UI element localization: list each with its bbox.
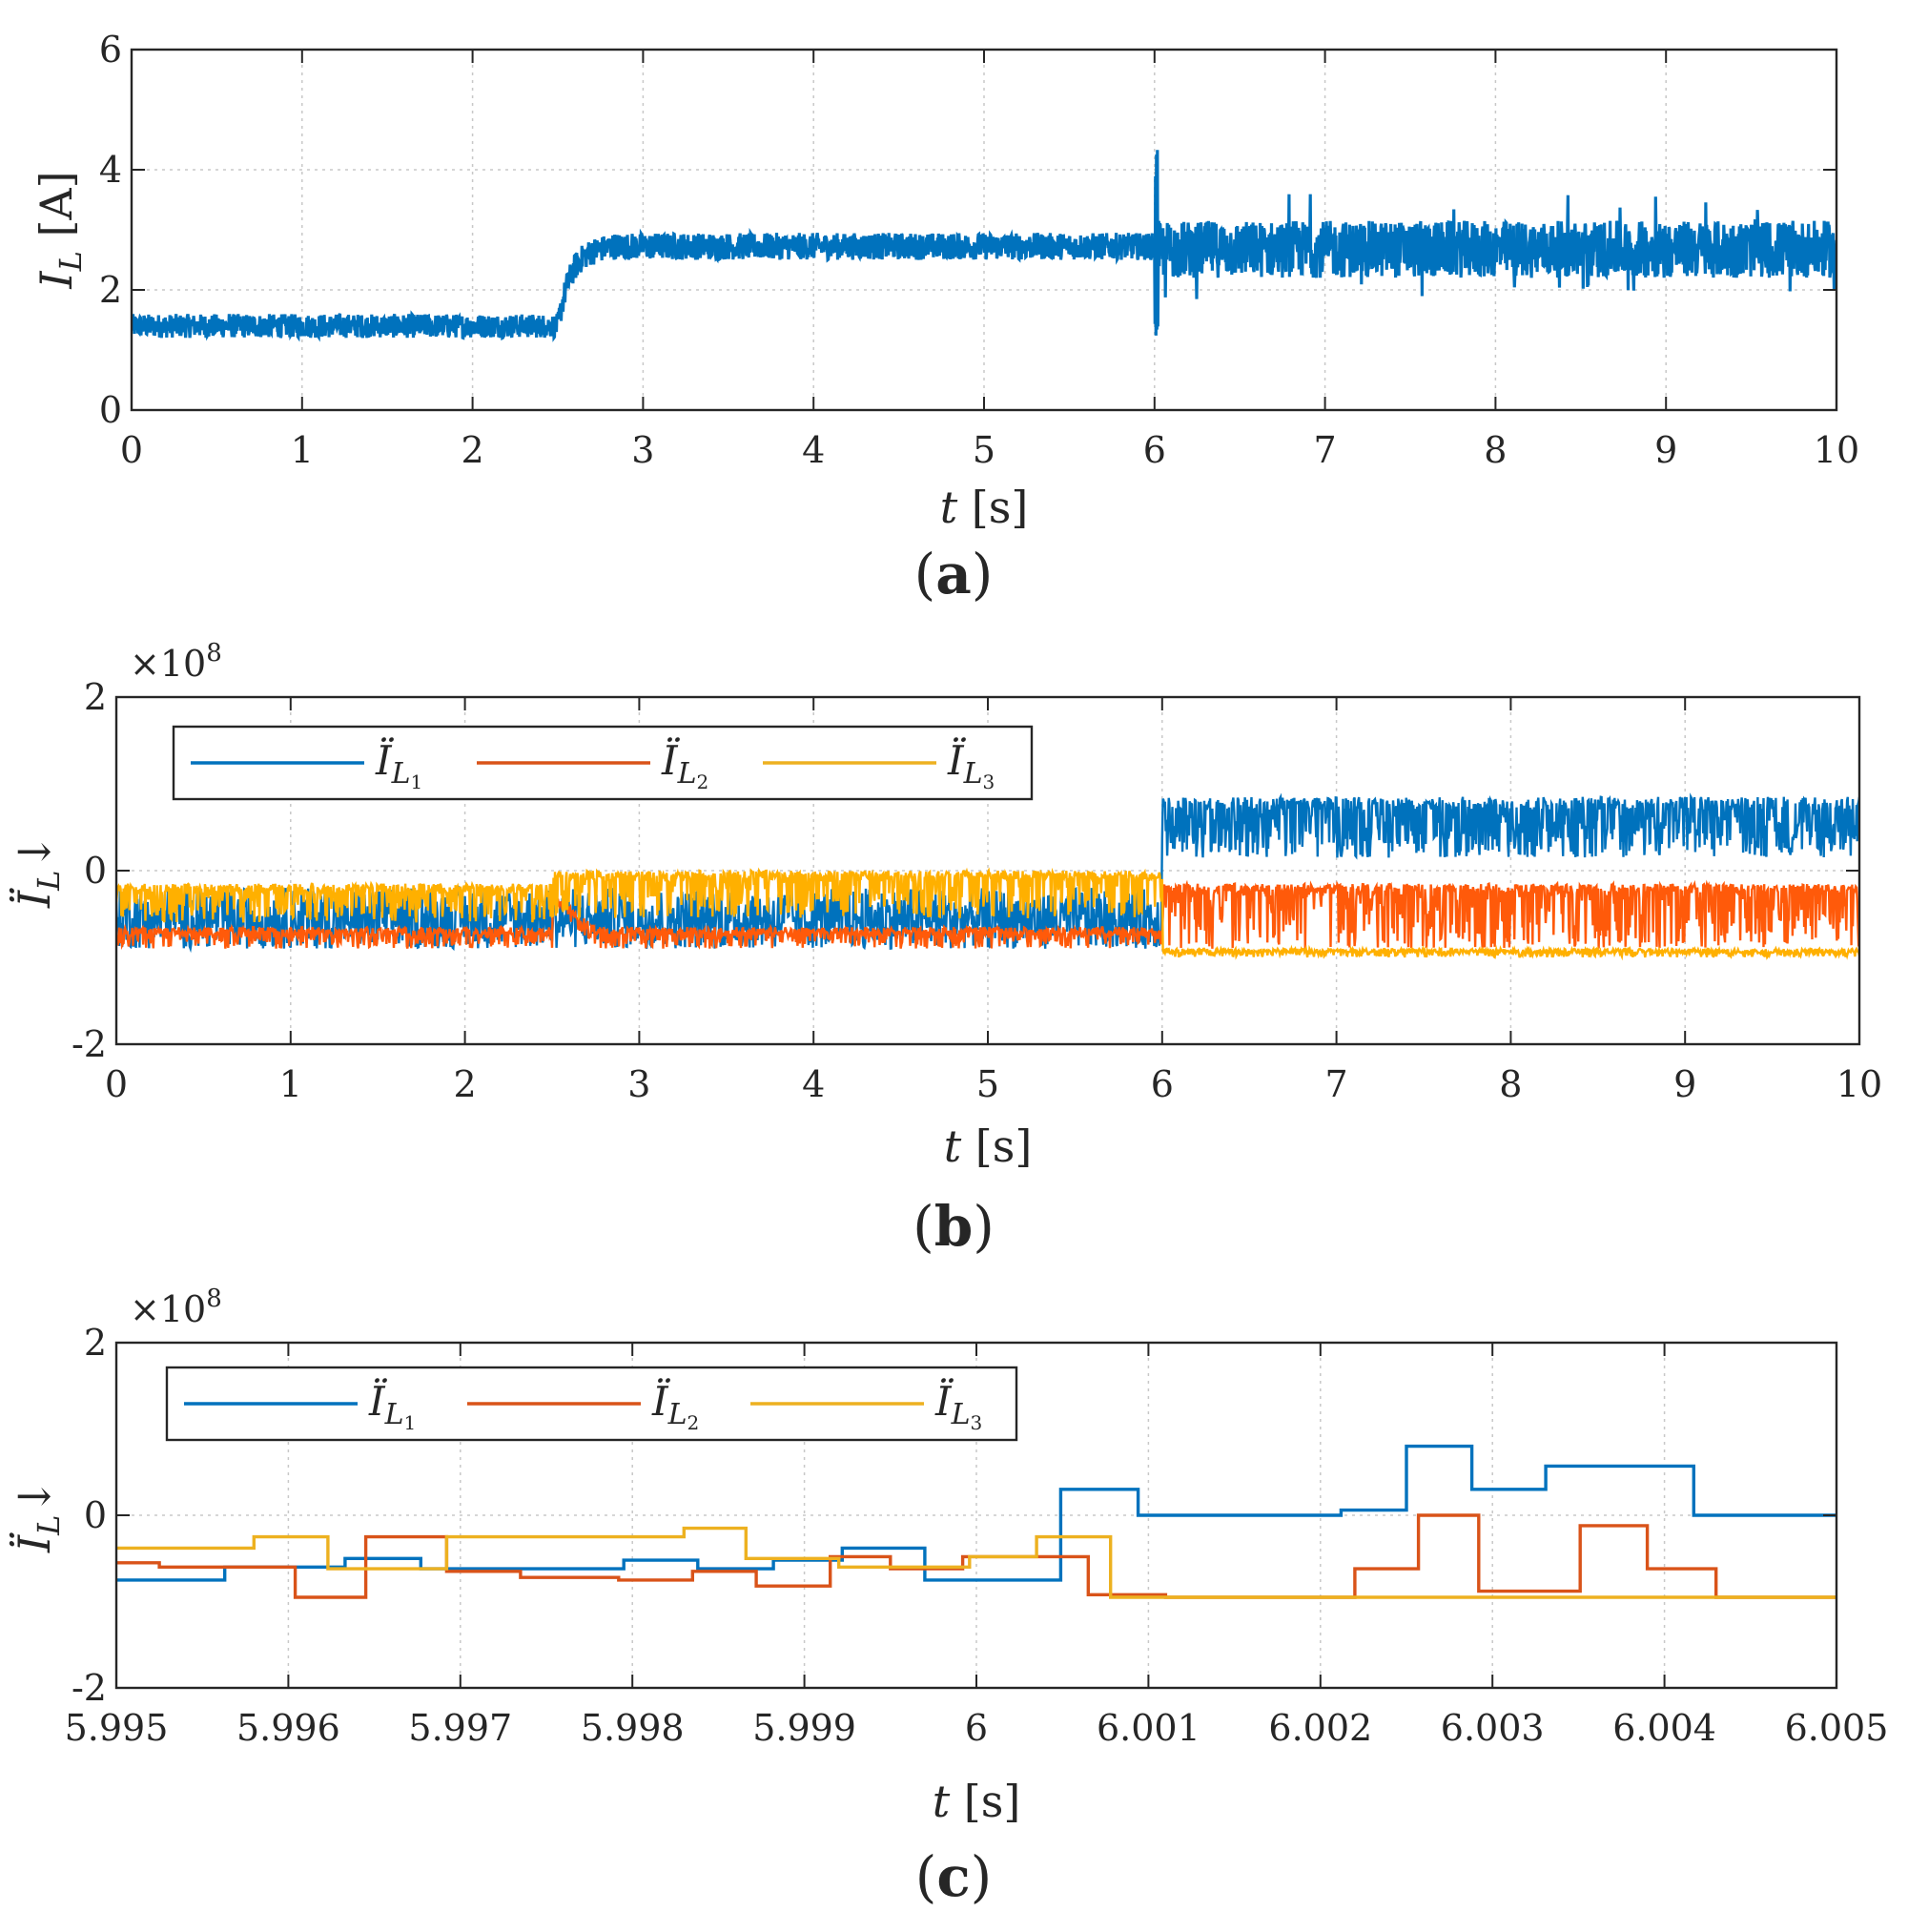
x-tick-label: 6.004 — [1612, 1707, 1716, 1749]
legend-label-IL1: ÏL1 — [368, 1377, 416, 1434]
series-IL3 — [116, 1526, 1836, 1599]
panel-a: 0 1 2 3 4 5 6 7 8 9 10 0 2 4 6 t [s] IL [A] (a) — [31, 29, 1859, 606]
x-tick-label: 7 — [1314, 429, 1337, 471]
panel-c: 5.995 5.996 5.997 5.998 5.999 6 6.001 6.002 6.00… — [9, 1285, 1888, 1909]
legend-label-IL1: ÏL1 — [375, 736, 422, 793]
y-multiplier: ×108 — [130, 1285, 222, 1330]
x-tick-label: 4 — [802, 1063, 825, 1105]
x-tick-label: 10 — [1814, 429, 1859, 471]
x-tick-label: 6.005 — [1785, 1707, 1889, 1749]
x-tick-label: 5 — [976, 1063, 999, 1105]
legend: ÏL1 ÏL2 ÏL3 — [172, 725, 1034, 801]
x-tick-label: 4 — [802, 429, 825, 471]
x-tick-label: 6.001 — [1097, 1707, 1200, 1749]
x-tick-label: 8 — [1484, 429, 1507, 471]
x-tick-label: 5.999 — [752, 1707, 856, 1749]
y-axis-label: ÏL↓ — [9, 833, 67, 909]
y-tick-label: 0 — [84, 1494, 107, 1536]
x-tick-label: 6 — [1143, 429, 1166, 471]
x-tick-label: 9 — [1654, 429, 1677, 471]
x-tick-label: 6.002 — [1268, 1707, 1372, 1749]
x-tick-label: 5 — [973, 429, 995, 471]
legend-label-IL3: ÏL3 — [947, 736, 995, 793]
y-tick-label: 6 — [99, 29, 122, 71]
legend-label-IL3: ÏL3 — [934, 1377, 982, 1434]
x-axis-label: t [s] — [933, 1776, 1021, 1827]
legend-label-IL2: ÏL2 — [651, 1377, 699, 1434]
x-tick-label: 3 — [631, 429, 654, 471]
y-tick-label: 0 — [84, 850, 107, 892]
x-tick-label: 5.998 — [581, 1707, 685, 1749]
y-tick-label: 0 — [99, 389, 122, 431]
series-IL3 — [116, 867, 1859, 961]
panel-label-b: (b) — [913, 1194, 995, 1259]
plot-area-a — [132, 150, 1836, 342]
x-axis-label: t [s] — [944, 1120, 1033, 1172]
x-tick-label: 6 — [1151, 1063, 1174, 1105]
y-tick-label: 2 — [84, 1322, 107, 1364]
y-tick-label: -2 — [72, 1667, 107, 1709]
plot-area-b — [116, 792, 1859, 961]
series-IL — [132, 150, 1836, 342]
legend-label-IL2: ÏL2 — [661, 736, 708, 793]
x-tick-label: 5.997 — [408, 1707, 512, 1749]
x-tick-label: 1 — [279, 1063, 302, 1105]
x-tick-label: 9 — [1673, 1063, 1696, 1105]
x-tick-label: 2 — [462, 429, 484, 471]
y-tick-label: -2 — [72, 1023, 107, 1065]
series-IL2 — [116, 879, 1859, 951]
x-tick-label: 6.003 — [1441, 1707, 1545, 1749]
series-IL2 — [116, 1513, 1836, 1599]
x-tick-label: 3 — [627, 1063, 650, 1105]
plot-area-c — [116, 1444, 1836, 1599]
x-tick-label: 10 — [1836, 1063, 1882, 1105]
x-tick-label: 0 — [105, 1063, 128, 1105]
panel-label-a: (a) — [914, 542, 994, 606]
x-axis-label: t [s] — [940, 482, 1029, 533]
x-tick-label: 2 — [454, 1063, 477, 1105]
x-tick-label: 6 — [965, 1707, 988, 1749]
x-tick-label: 1 — [291, 429, 314, 471]
y-tick-label: 4 — [99, 149, 122, 191]
x-tick-label: 5.996 — [236, 1707, 340, 1749]
y-tick-label: 2 — [99, 269, 122, 311]
y-axis-label: ÏL↓ — [9, 1478, 67, 1553]
series-IL1 — [116, 1444, 1836, 1582]
y-axis-label: IL [A] — [31, 171, 89, 289]
x-tick-label: 7 — [1325, 1063, 1348, 1105]
panel-label-c: (c) — [915, 1844, 993, 1909]
y-tick-label: 2 — [84, 676, 107, 718]
x-tick-label: 8 — [1499, 1063, 1522, 1105]
y-multiplier: ×108 — [130, 639, 222, 685]
x-tick-label: 5.995 — [65, 1707, 169, 1749]
legend: ÏL1 ÏL2 ÏL3 — [165, 1366, 1018, 1442]
x-tick-label: 0 — [120, 429, 143, 471]
